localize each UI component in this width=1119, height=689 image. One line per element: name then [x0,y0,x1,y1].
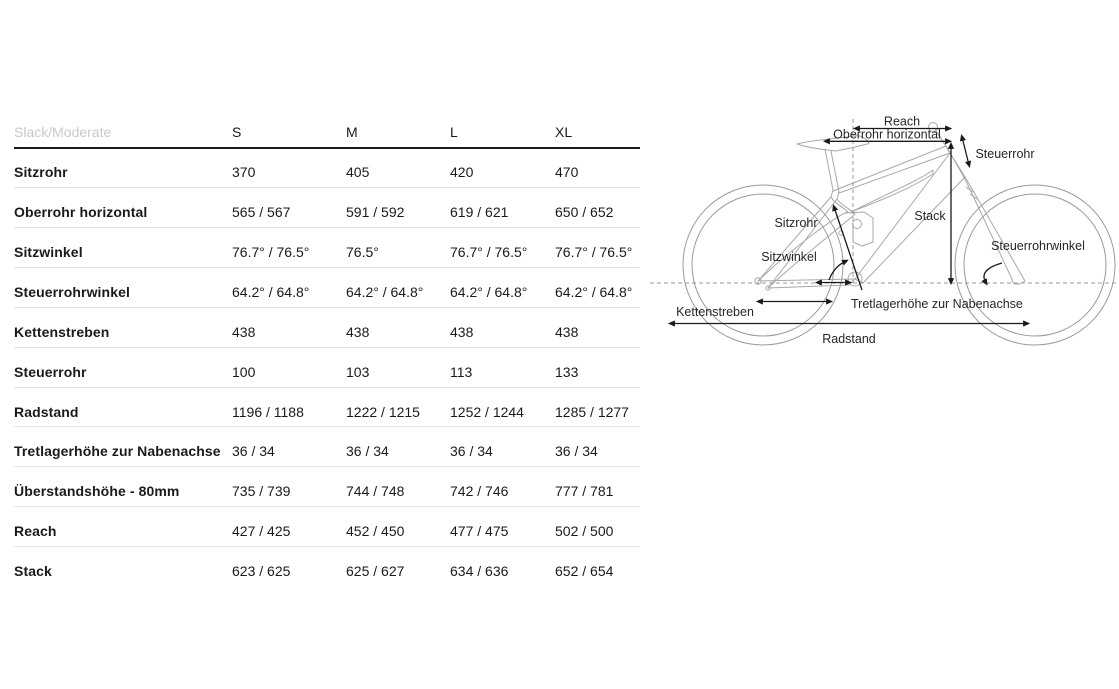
svg-text:Sitzwinkel: Sitzwinkel [761,250,817,264]
svg-text:Reach: Reach [884,115,920,129]
svg-text:Tretlagerhöhe zur Nabenachse: Tretlagerhöhe zur Nabenachse [851,297,1023,311]
svg-text:Stack: Stack [914,209,946,223]
svg-text:Steuerrohrwinkel: Steuerrohrwinkel [991,239,1085,253]
svg-text:Sitzrohr: Sitzrohr [774,216,817,230]
svg-text:Oberrohr horizontal: Oberrohr horizontal [833,128,941,142]
svg-text:Radstand: Radstand [822,332,876,346]
svg-text:Kettenstreben: Kettenstreben [676,305,754,319]
svg-text:Steuerrohr: Steuerrohr [975,147,1034,161]
